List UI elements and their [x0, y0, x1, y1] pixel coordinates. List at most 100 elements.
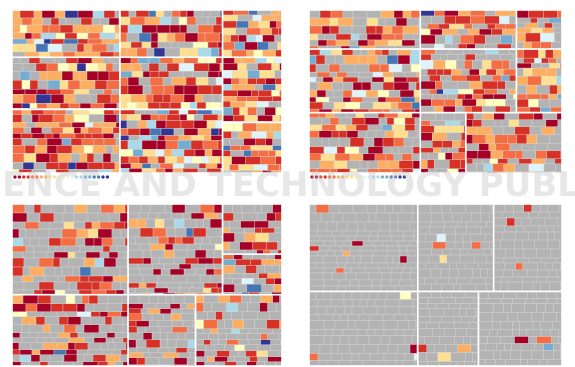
treemap-cell: [308, 279, 325, 287]
treemap-cell: [183, 163, 200, 169]
treemap-cell: [24, 89, 38, 95]
treemap-cell: [142, 257, 152, 265]
treemap-cell: [468, 248, 484, 256]
treemap-cell: [362, 306, 378, 315]
treemap-cell: [401, 203, 414, 214]
treemap-cell: [203, 135, 212, 141]
treemap-cell: [166, 332, 179, 340]
treemap-cell: [317, 221, 328, 232]
treemap-cell: [119, 85, 129, 95]
treemap-cell: [324, 54, 336, 65]
treemap-cell: [401, 63, 412, 73]
treemap-cell: [157, 41, 172, 49]
treemap-cell: [147, 308, 161, 314]
treemap-cell: [245, 156, 261, 165]
treemap-cell: [450, 248, 461, 256]
treemap-cell: [145, 94, 154, 103]
treemap-cell: [198, 163, 207, 169]
treemap-cell: [410, 48, 421, 56]
treemap-cell: [267, 333, 279, 340]
treemap-cell: [397, 240, 411, 247]
treemap-cell: [138, 32, 152, 43]
treemap-cell: [146, 47, 155, 58]
treemap-cell: [319, 235, 335, 242]
treemap-cell: [483, 163, 494, 172]
treemap-cell: [50, 294, 67, 304]
treemap-cell: [367, 48, 376, 56]
treemap-cell: [507, 281, 523, 292]
treemap-cell: [537, 269, 549, 278]
treemap-cell: [349, 344, 365, 354]
treemap-cell: [338, 360, 352, 367]
treemap-cell: [216, 350, 230, 357]
treemap-cell: [417, 241, 433, 250]
treemap-cell: [245, 265, 257, 274]
treemap-cell: [478, 298, 487, 304]
treemap-cell: [531, 158, 546, 164]
treemap-cell: [268, 101, 279, 108]
treemap-cell: [447, 93, 458, 100]
treemap-cell: [512, 329, 520, 337]
treemap-cell: [398, 245, 408, 252]
treemap-cell: [444, 98, 456, 107]
treemap-cell: [159, 332, 168, 340]
treemap-cell: [440, 291, 452, 298]
treemap-cell: [308, 360, 320, 367]
treemap-cell: [11, 38, 28, 45]
treemap-cell: [526, 134, 538, 144]
treemap-cell: [11, 24, 21, 34]
treemap-cell: [350, 33, 360, 41]
treemap-cell: [554, 231, 563, 241]
treemap-cell: [142, 274, 159, 284]
treemap-cell: [136, 357, 146, 365]
treemap-cell: [342, 89, 353, 98]
treemap-cell: [92, 245, 104, 253]
treemap-cell: [457, 28, 469, 36]
treemap-cell: [54, 57, 67, 64]
treemap-cell: [553, 225, 562, 233]
treemap-cell: [432, 140, 443, 148]
treemap-cell: [503, 257, 518, 264]
treemap-cell: [351, 117, 366, 125]
treemap-cell: [44, 133, 54, 139]
treemap-cell: [258, 20, 270, 29]
treemap-cell: [512, 269, 528, 278]
treemap-cell: [213, 203, 223, 214]
treemap-cell: [523, 48, 539, 59]
treemap-cell: [385, 153, 395, 161]
treemap-cell: [531, 119, 547, 127]
treemap-cell: [540, 32, 555, 43]
treemap-cell: [367, 146, 384, 154]
treemap-cell: [98, 324, 112, 333]
treemap-cell: [63, 221, 75, 230]
treemap-cell: [502, 231, 516, 241]
treemap-cell: [375, 130, 386, 138]
treemap-cell: [127, 268, 141, 276]
treemap-cell: [169, 102, 182, 110]
treemap-cell: [481, 119, 496, 127]
treemap-cell: [101, 237, 114, 247]
treemap-cell: [119, 156, 130, 164]
treemap-cell: [397, 320, 410, 330]
treemap-cell: [357, 39, 369, 47]
treemap-cell: [36, 303, 52, 312]
treemap-cell: [114, 332, 129, 338]
treemap-cell: [49, 324, 65, 333]
treemap-cell: [550, 248, 563, 259]
treemap-cell: [211, 149, 223, 157]
treemap-cell: [210, 135, 223, 141]
treemap-cell: [222, 241, 230, 251]
treemap-cell: [329, 25, 340, 35]
treemap-cell: [342, 329, 359, 336]
treemap-cell: [232, 278, 242, 285]
treemap-cell: [411, 279, 418, 287]
treemap-cell: [478, 312, 493, 322]
treemap-cell: [170, 212, 184, 220]
treemap-cell: [191, 156, 203, 164]
treemap-cell: [554, 32, 563, 43]
treemap-cell: [186, 16, 197, 26]
treemap-cell: [195, 350, 205, 357]
legend-swatch: [358, 175, 362, 179]
treemap-cell: [260, 333, 268, 340]
treemap-cell: [417, 308, 430, 317]
